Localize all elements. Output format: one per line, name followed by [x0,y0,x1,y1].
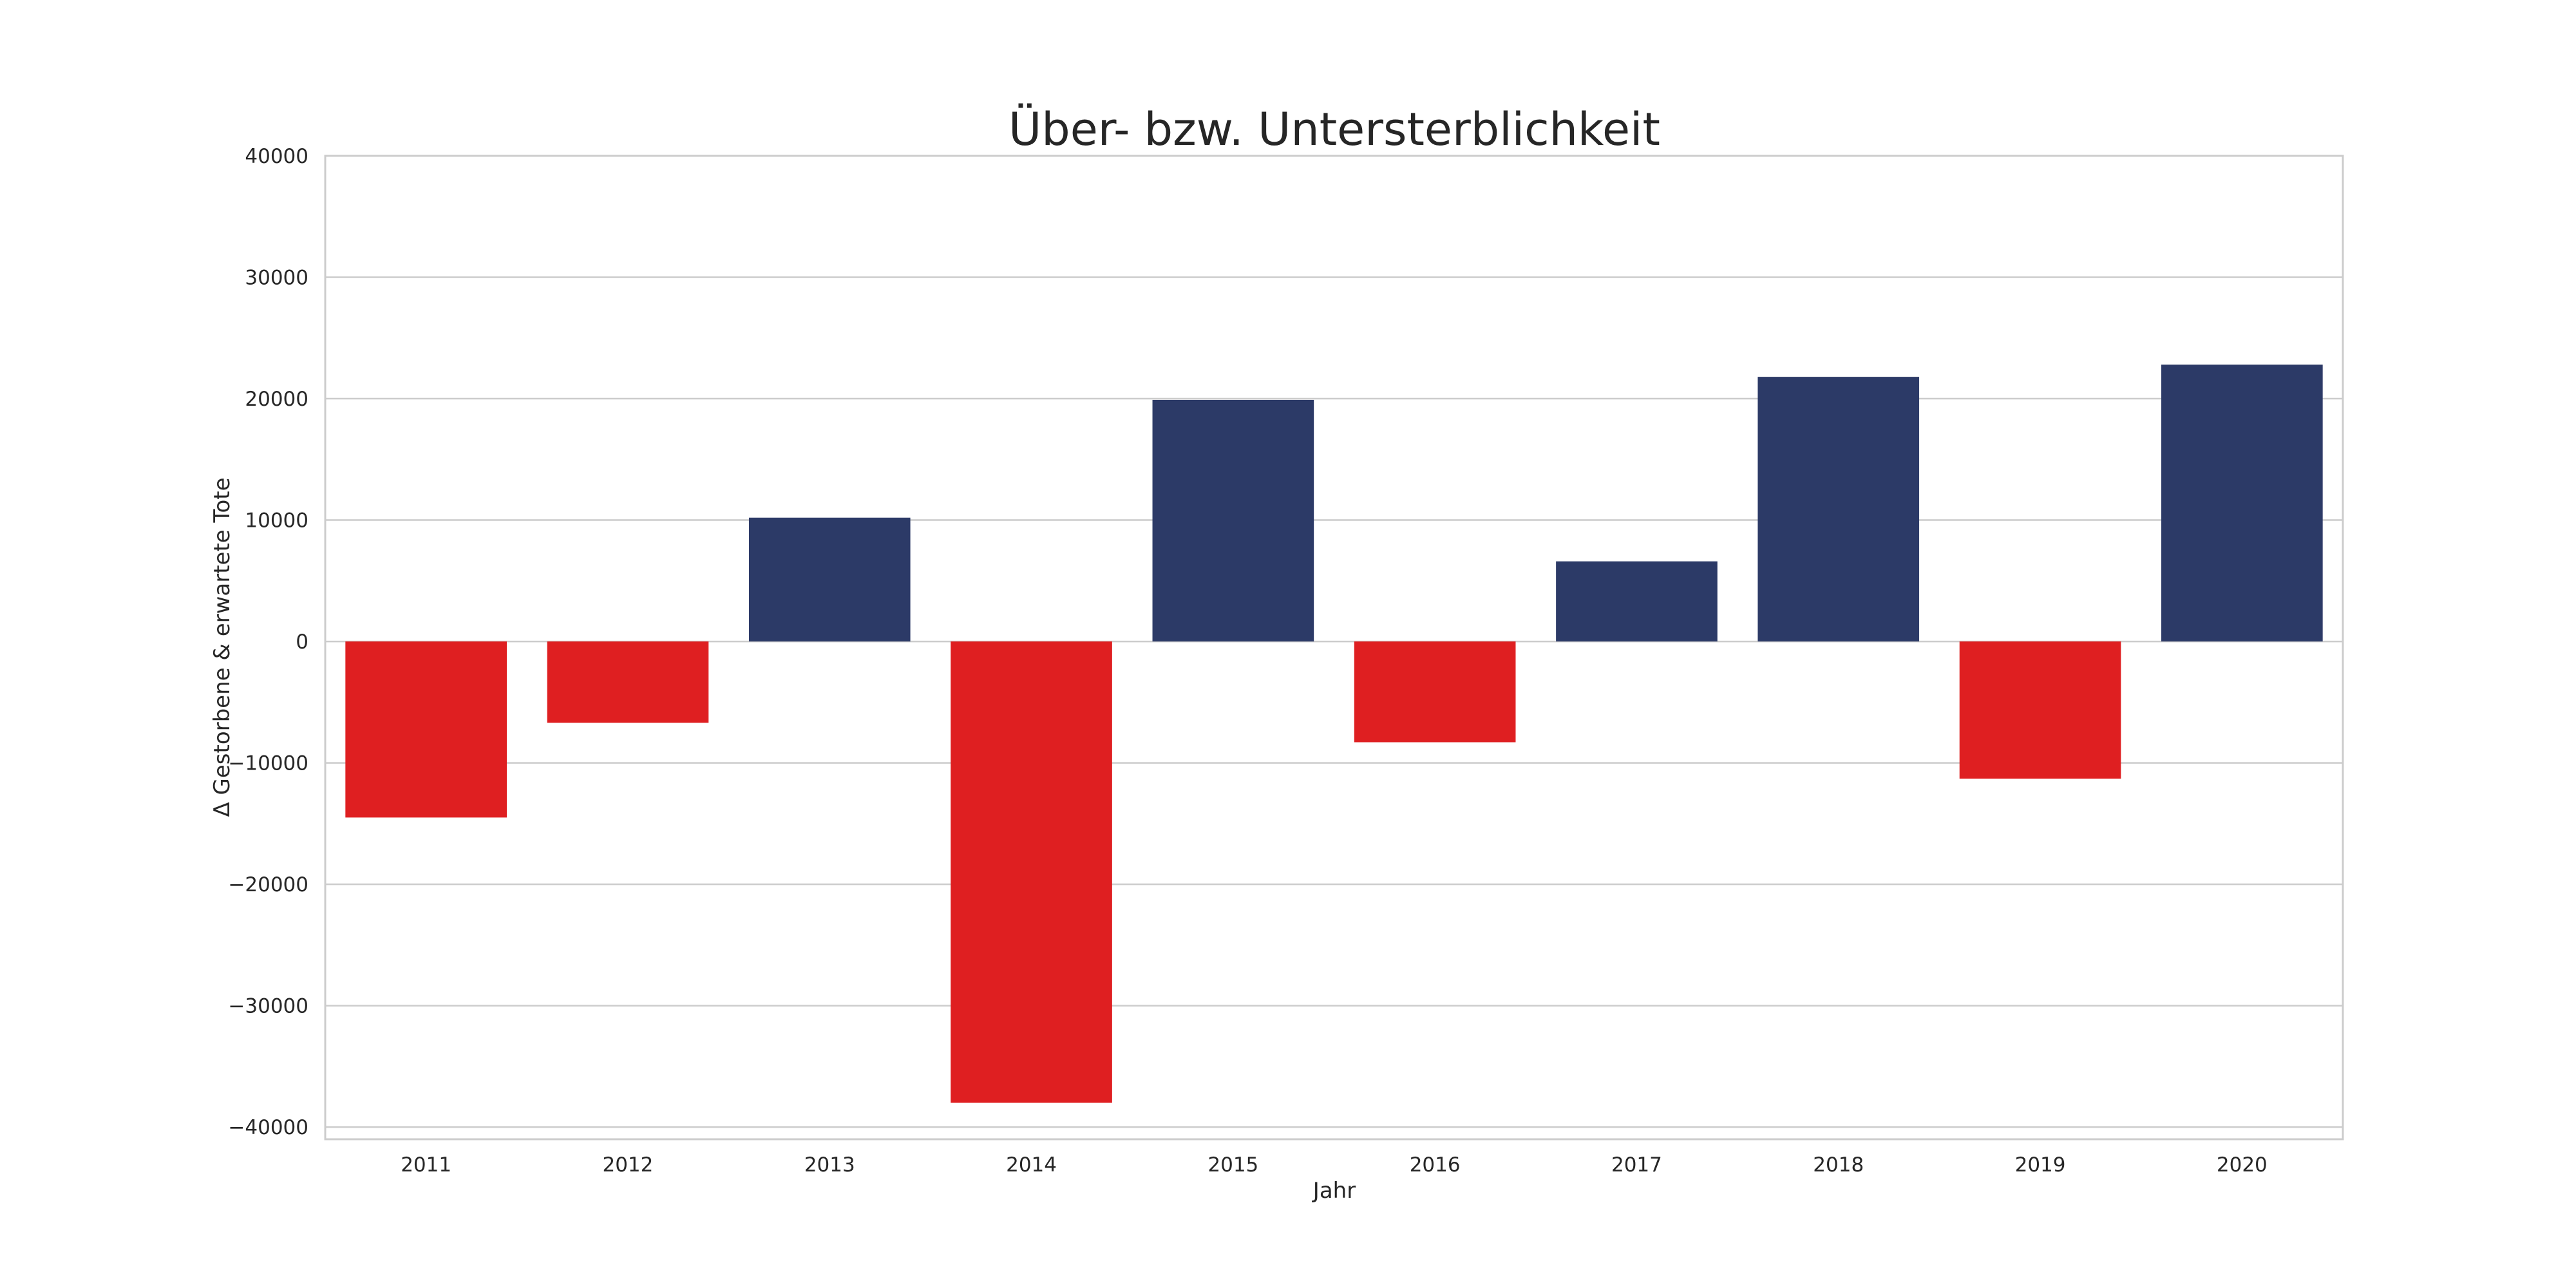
y-tick-label: 10000 [245,509,308,533]
y-tick-label: −10000 [228,752,308,775]
x-tick-label: 2015 [1208,1153,1258,1177]
x-tick-label: 2011 [401,1153,451,1177]
bar-2013 [748,517,911,642]
bar-2012 [547,641,709,723]
y-tick-label: −20000 [228,873,308,896]
bar-2019 [1959,641,2121,779]
x-tick-label: 2019 [2015,1153,2066,1177]
y-tick-label: 20000 [245,388,308,411]
bar-2018 [1757,377,1920,642]
x-tick-label: 2018 [1813,1153,1864,1177]
bar-2015 [1152,399,1314,642]
y-tick-label: 40000 [245,145,308,168]
x-tick-label: 2016 [1410,1153,1461,1177]
x-tick-labels: 2011 2012 2013 2014 2015 2016 2017 2018 2019 2020 [401,1153,2268,1177]
x-tick-label: 2012 [602,1153,653,1177]
y-tick-label: −40000 [228,1116,308,1139]
chart-title: Über- bzw. Untersterblichkeit [1009,103,1660,156]
y-tick-label: 0 [296,630,308,654]
y-axis-label: Δ Gestorbene & erwartete Tote [209,477,235,817]
plot-frame [324,155,2344,1141]
x-tick-label: 2013 [804,1153,855,1177]
x-tick-label: 2017 [1611,1153,1662,1177]
bar-2014 [951,641,1112,1103]
x-tick-label: 2014 [1006,1153,1057,1177]
bars [345,365,2323,1103]
x-tick-label: 2020 [2217,1153,2268,1177]
bar-2011 [345,641,507,818]
bar-2017 [1556,561,1718,642]
y-tick-labels: 40000 30000 20000 10000 0 −10000 −20000 −30000 −… [228,145,308,1139]
y-tick-label: −30000 [228,995,308,1018]
bar-2016 [1354,641,1516,743]
y-tick-label: 30000 [245,267,308,290]
x-axis-label: Jahr [1312,1178,1356,1204]
bar-2020 [2161,365,2323,642]
